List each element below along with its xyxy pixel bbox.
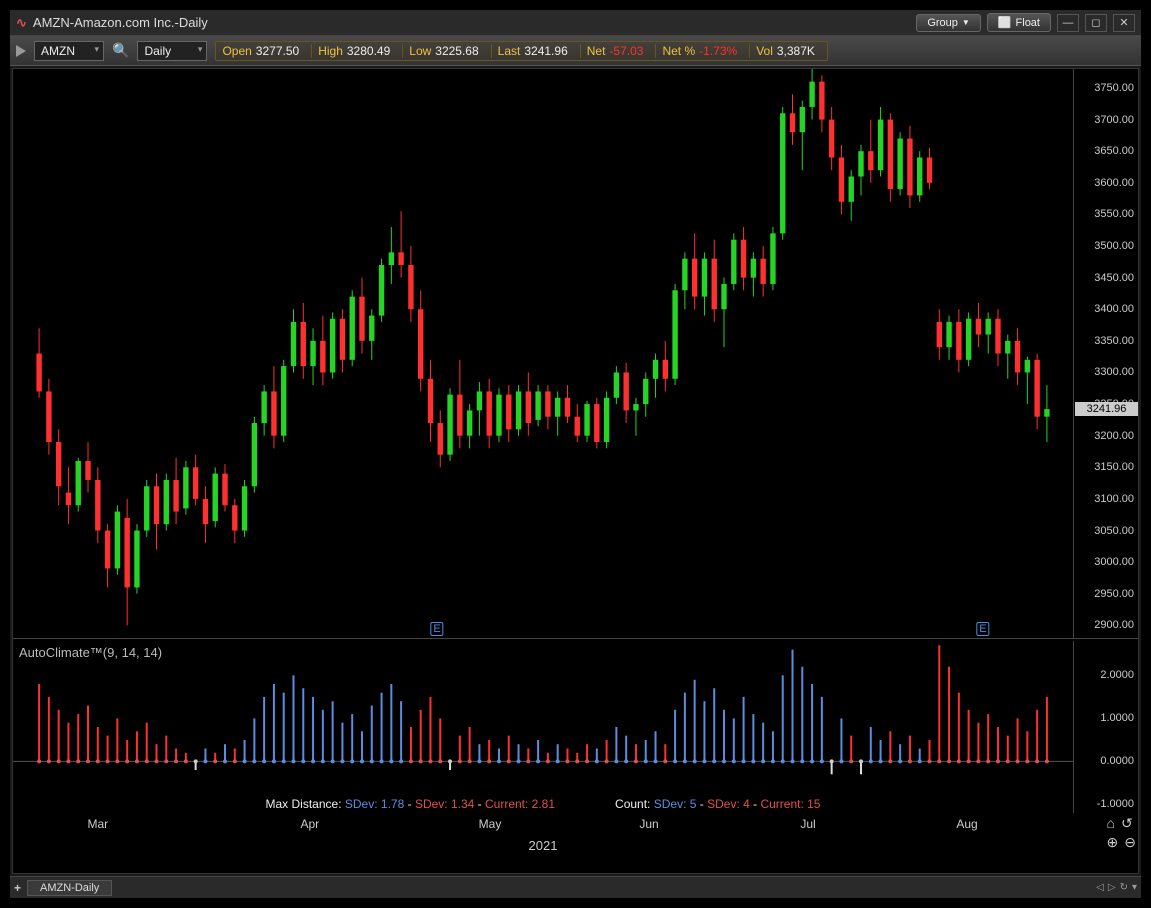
chart-toolbar: AMZN 🔍 Daily Open 3277.50 High 3280.49 L… xyxy=(10,36,1141,66)
last-label: Last xyxy=(498,44,521,58)
tab-bar: + AMZN-Daily ◁ ▷ ↻ ▾ xyxy=(10,876,1141,898)
net-value: -57.03 xyxy=(609,44,649,58)
open-label: Open xyxy=(222,44,251,58)
search-icon[interactable]: 🔍 xyxy=(112,42,129,59)
float-button[interactable]: ⬜Float xyxy=(987,13,1051,32)
price-pane[interactable]: E E 2900.002950.003000.003050.003100.0031… xyxy=(13,69,1138,639)
vol-value: 3,387K xyxy=(777,44,821,58)
zoom-out-icon[interactable]: ⊖ xyxy=(1124,834,1136,851)
play-button[interactable] xyxy=(16,45,26,57)
low-value: 3225.68 xyxy=(435,44,484,58)
chart-tools: ⌂ ↺ ⊕ ⊖ xyxy=(1107,815,1136,851)
minimize-button[interactable]: — xyxy=(1057,14,1079,32)
indicator-pane[interactable]: AutoClimate™(9, 14, 14) -1.00000.00001.0… xyxy=(13,641,1138,813)
high-value: 3280.49 xyxy=(347,44,396,58)
open-value: 3277.50 xyxy=(256,44,305,58)
symbol-combo[interactable]: AMZN xyxy=(34,41,104,61)
nav-cycle-icon[interactable]: ↻ xyxy=(1120,882,1128,893)
high-label: High xyxy=(318,44,343,58)
tab-amzn-daily[interactable]: AMZN-Daily xyxy=(27,880,112,896)
indicator-yaxis: -1.00000.00001.00002.0000 xyxy=(1073,641,1138,813)
window-titlebar: ∿ AMZN-Amazon.com Inc.-Daily Group▼ ⬜Flo… xyxy=(10,10,1141,36)
home-icon[interactable]: ⌂ xyxy=(1107,815,1115,832)
app-icon: ∿ xyxy=(16,15,27,31)
netpct-value: -1.73% xyxy=(699,44,743,58)
zoom-in-icon[interactable]: ⊕ xyxy=(1107,834,1119,851)
indicator-stats: Max Distance: SDev: 1.78 - SDev: 1.34 - … xyxy=(13,797,1073,811)
window-title: AMZN-Amazon.com Inc.-Daily xyxy=(33,15,910,30)
vol-label: Vol xyxy=(756,44,773,58)
add-tab-button[interactable]: + xyxy=(14,881,21,895)
interval-combo[interactable]: Daily xyxy=(137,41,207,61)
earnings-marker[interactable]: E xyxy=(430,622,443,636)
group-button[interactable]: Group▼ xyxy=(916,14,981,32)
netpct-label: Net % xyxy=(662,44,695,58)
net-label: Net xyxy=(587,44,606,58)
ohlc-stats: Open 3277.50 High 3280.49 Low 3225.68 La… xyxy=(215,41,827,61)
nav-menu-icon[interactable]: ▾ xyxy=(1132,882,1137,893)
low-label: Low xyxy=(409,44,431,58)
maximize-button[interactable]: ◻ xyxy=(1085,14,1107,32)
earnings-marker[interactable]: E xyxy=(976,622,989,636)
last-value: 3241.96 xyxy=(524,44,573,58)
price-yaxis: 2900.002950.003000.003050.003100.003150.… xyxy=(1073,69,1138,638)
time-axis: MarAprMayJunJulAug2021 xyxy=(13,813,1073,853)
chart-area[interactable]: E E 2900.002950.003000.003050.003100.0031… xyxy=(12,68,1139,874)
nav-next-icon[interactable]: ▷ xyxy=(1108,882,1116,893)
close-button[interactable]: ✕ xyxy=(1113,14,1135,32)
indicator-title: AutoClimate™(9, 14, 14) xyxy=(19,645,162,660)
nav-prev-icon[interactable]: ◁ xyxy=(1096,882,1104,893)
reset-icon[interactable]: ↺ xyxy=(1121,815,1133,832)
